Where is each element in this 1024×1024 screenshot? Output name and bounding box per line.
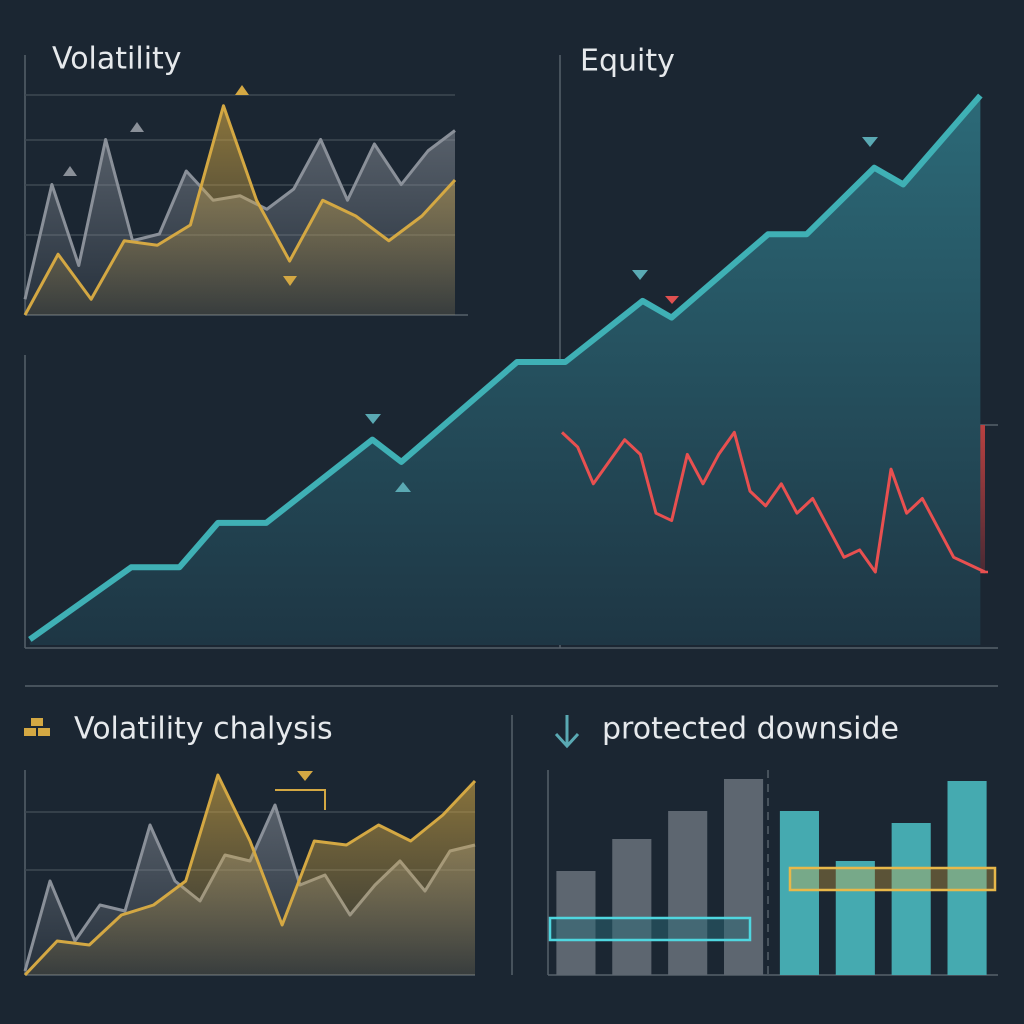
bar bbox=[779, 811, 819, 975]
gold-icon bbox=[24, 718, 50, 736]
bar bbox=[612, 839, 652, 975]
area bbox=[25, 105, 455, 315]
panel-title: Volatility chalysis bbox=[74, 712, 333, 747]
protection-band bbox=[548, 916, 752, 942]
line bbox=[560, 430, 986, 574]
panel-title: Equity bbox=[580, 44, 675, 79]
markers bbox=[63, 85, 878, 781]
bar bbox=[835, 861, 875, 975]
down-arrow-icon bbox=[554, 715, 580, 749]
line bbox=[28, 93, 983, 642]
annotation-bracket bbox=[275, 789, 326, 810]
bar bbox=[891, 823, 931, 975]
bar bbox=[947, 781, 987, 975]
panel-title: protected downside bbox=[602, 712, 899, 747]
panel-title: Volatility bbox=[52, 42, 182, 77]
area bbox=[29, 95, 981, 646]
protection-band bbox=[788, 866, 997, 892]
line bbox=[23, 773, 477, 977]
bar bbox=[724, 779, 764, 975]
bar bbox=[668, 811, 708, 975]
line bbox=[23, 104, 457, 316]
area bbox=[25, 775, 475, 975]
